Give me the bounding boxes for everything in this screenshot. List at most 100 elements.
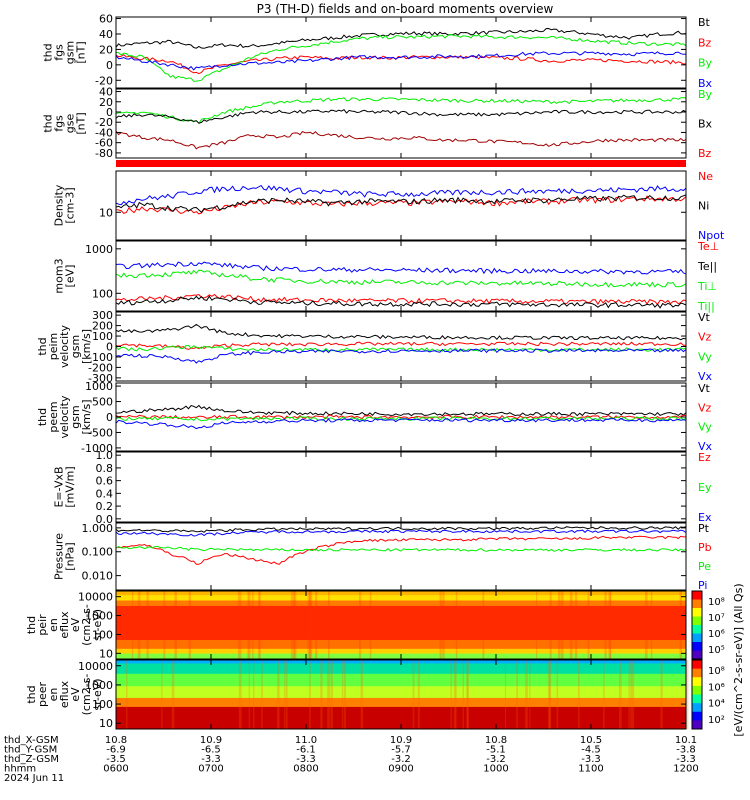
spectrogram-streak xyxy=(529,660,531,729)
x-row-value: -6.9 xyxy=(106,745,126,756)
y-axis-label: [nT] xyxy=(75,41,88,63)
spectrogram-streak xyxy=(309,591,313,659)
x-row-value: -3.5 xyxy=(106,754,126,765)
legend-label: Bx xyxy=(698,77,713,90)
y-axis-label: peir xyxy=(36,614,49,636)
series-line-Ne xyxy=(115,195,687,215)
spectrogram-streak xyxy=(628,660,630,729)
spectrogram-band xyxy=(116,605,686,641)
y-axis-label: mom3 xyxy=(53,258,66,293)
y-tick-label: 100 xyxy=(92,330,113,343)
x-row-value: 10.1 xyxy=(675,735,697,746)
spectrogram-streak xyxy=(450,660,452,729)
spectrogram-streak xyxy=(284,660,286,729)
spectrogram-streak xyxy=(535,591,538,659)
colorbar-segment xyxy=(692,660,702,670)
spectrogram-streak xyxy=(327,660,330,729)
spectrogram-band xyxy=(116,663,686,675)
y-axis-label: sr-eV) xyxy=(91,678,104,710)
x-row-value: -3.3 xyxy=(676,754,696,765)
legend-label: Pi xyxy=(698,579,707,592)
x-row-value: -4.5 xyxy=(581,745,601,756)
y-tick-label: -500 xyxy=(88,426,113,439)
colorbar-tick-label: 10⁶ xyxy=(708,629,725,640)
series-line-Bx xyxy=(115,51,687,71)
y-axis-label: eflux xyxy=(58,611,71,639)
series-line-Pe xyxy=(115,545,687,552)
spectrogram-streak xyxy=(631,660,635,729)
y-tick-label: 0.8 xyxy=(96,462,114,475)
x-row-value: 0600 xyxy=(103,764,128,775)
colorbar-segment xyxy=(692,625,702,634)
spectrogram-streak xyxy=(462,660,464,729)
y-tick-label: 10 xyxy=(99,717,113,730)
series-line-Ti|| xyxy=(115,269,687,288)
y-tick-label: 0 xyxy=(106,411,113,424)
series-line-Bt xyxy=(115,27,687,49)
x-row-value: -3.2 xyxy=(391,754,411,765)
spectrogram-streak xyxy=(171,660,175,729)
series-line-Bx xyxy=(115,109,687,124)
spectrogram-streak xyxy=(248,660,250,729)
y-axis-label: Density xyxy=(53,184,66,226)
series-line-Vx xyxy=(115,417,687,430)
spectrogram-streak xyxy=(679,591,682,659)
y-tick-label: -40 xyxy=(95,126,113,139)
x-row-label: thd_Y-GSM xyxy=(4,745,57,756)
y-axis-label: peim xyxy=(47,333,60,361)
colorbar-segment xyxy=(692,616,702,626)
colorbar-segment xyxy=(692,694,702,704)
colorbar-segment xyxy=(692,642,702,651)
y-axis-label: gsm xyxy=(64,41,77,64)
y-axis-label: fgs xyxy=(53,44,66,61)
y-axis-label: thd xyxy=(42,43,55,61)
y-axis-label: thd xyxy=(42,114,55,132)
series-line-By xyxy=(115,34,687,82)
series-line-Vx xyxy=(115,348,687,364)
spectrogram-band xyxy=(116,639,686,650)
y-axis-label: velocity xyxy=(58,395,71,438)
y-tick-label: -1000 xyxy=(81,442,113,455)
spectrogram-streak xyxy=(609,591,612,659)
legend-label: Te|| xyxy=(697,260,717,273)
spectrogram-streak xyxy=(341,660,344,729)
y-tick-label: -100 xyxy=(88,351,113,364)
series-line-Npot xyxy=(115,184,687,206)
y-tick-label: 300 xyxy=(92,309,113,322)
y-axis-label: fgs xyxy=(53,115,66,132)
panel-6: 1000 500 0 -500 -1000 thdpeemvelocitygsm[km/s… xyxy=(36,380,687,455)
y-tick-label: 0.2 xyxy=(96,500,114,513)
spectrogram-streak xyxy=(131,591,134,659)
x-row-value: 10.9 xyxy=(390,735,412,746)
x-row-value: -3.8 xyxy=(676,745,696,756)
y-tick-label: -60 xyxy=(95,137,113,150)
x-row-value: -6.5 xyxy=(201,745,221,756)
legend-label: Te⊥ xyxy=(697,240,719,253)
x-row-value: -3.3 xyxy=(201,754,221,765)
legend-label: Vx xyxy=(698,370,713,383)
y-tick-label: 10000 xyxy=(78,591,113,604)
x-row-value: -3.2 xyxy=(486,754,506,765)
spectrogram-streak xyxy=(277,660,280,729)
series-line-Vy xyxy=(115,344,687,353)
colorbar-tick-label: 10⁴ xyxy=(708,699,725,710)
panel-10: 10000 1000 100 10 thdpeerenefluxeV(cm2-s-sr-… xyxy=(25,659,689,730)
series-line-Vt xyxy=(115,404,687,417)
colorbar-tick-label: 10² xyxy=(708,715,725,726)
panel-9: 10000 1000 100 10 thdpeirenefluxeV(cm2-s-sr-… xyxy=(25,590,687,660)
spectrogram-streak xyxy=(569,591,573,659)
x-row-label: hhmm xyxy=(4,764,36,775)
colorbars: 10⁸ 10⁷ 10⁶ 10⁵ 10⁸ 10⁶ 10⁴ 10² [eV/(cm^2-s-sr-e… xyxy=(691,583,745,737)
legend-label: Bt xyxy=(698,16,711,29)
x-row-value: 11.0 xyxy=(295,735,317,746)
spectrogram-streak xyxy=(466,660,468,729)
series-line-Bz xyxy=(115,130,687,150)
y-tick-label: 0.100 xyxy=(82,546,114,559)
y-tick-label: 100 xyxy=(92,287,113,300)
y-axis-label: sr-eV) xyxy=(91,609,104,641)
panel-frame xyxy=(115,451,687,523)
y-axis-label: en xyxy=(47,618,60,632)
legend-label: Vy xyxy=(698,350,712,363)
spectrogram-streak xyxy=(516,660,518,729)
y-tick-label: 0.0 xyxy=(96,513,114,526)
